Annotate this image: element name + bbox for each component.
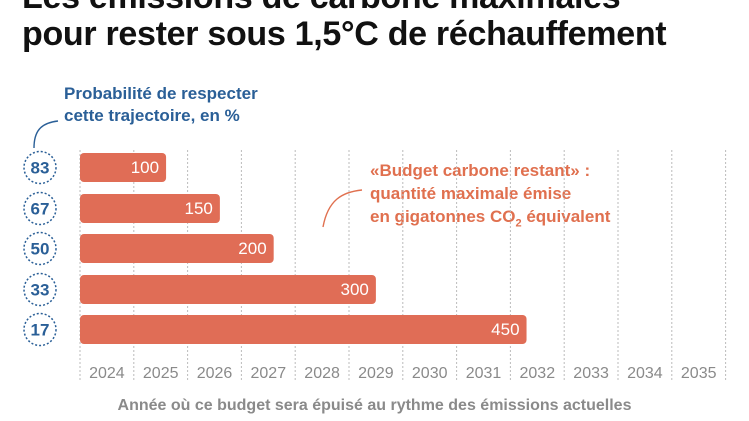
probability-circle [23,231,57,266]
budget-note-line-2: quantité maximale émise [370,184,572,203]
x-tick-label: 2031 [466,365,502,382]
budget-note-line-1: «Budget carbone restant» : [370,161,591,180]
x-tick-label: 2027 [251,365,287,382]
x-tick-label: 2028 [304,365,340,382]
bar-value-label: 150 [185,199,213,218]
budget-note-connector [322,189,363,228]
bar [80,194,220,223]
probability-circle [23,191,57,226]
x-tick-label: 2033 [573,365,609,382]
probability-label: 17 [31,321,50,340]
budget-note-line-3-prefix: en gigatonnes CO [370,207,516,226]
probability-circle [23,150,57,185]
x-tick-label: 2029 [358,365,394,382]
bar [80,234,274,263]
bar [80,275,376,304]
budget-note-line-3: en gigatonnes CO2 équivalent [370,206,610,234]
probability-label: 50 [31,240,50,259]
bar-value-label: 100 [131,158,159,177]
bar-value-label: 300 [341,280,369,299]
x-tick-label: 2024 [89,365,125,382]
bar [80,153,167,182]
probability-note-connector [33,120,59,149]
x-tick-label: 2034 [627,365,663,382]
probability-label: 83 [31,159,50,178]
chart-title-line-2: pour rester sous 1,5°C de réchauffement [22,15,667,53]
x-tick-label: 2035 [681,365,717,382]
chart-title-line-1: Les émissions de carbone maximales [22,0,621,17]
probability-note-line-2: cette trajectoire, en % [64,106,240,125]
x-tick-label: 2032 [520,365,556,382]
budget-note-line-3-suffix: équivalent [521,207,611,226]
x-tick-label: 2025 [143,365,179,382]
probability-note-line-1: Probabilité de respecter [64,84,258,103]
probability-circle [23,312,57,347]
probability-circle [23,272,57,307]
bar-value-label: 450 [491,320,519,339]
probability-label: 67 [31,200,50,219]
x-tick-label: 2026 [197,365,233,382]
x-tick-label: 2030 [412,365,448,382]
x-axis-label: Année où ce budget sera épuisé au rythme… [117,397,632,414]
bar [80,315,527,344]
bar-value-label: 200 [238,239,266,258]
budget-note-line-3-subscript: 2 [515,217,522,230]
probability-label: 33 [31,281,50,300]
